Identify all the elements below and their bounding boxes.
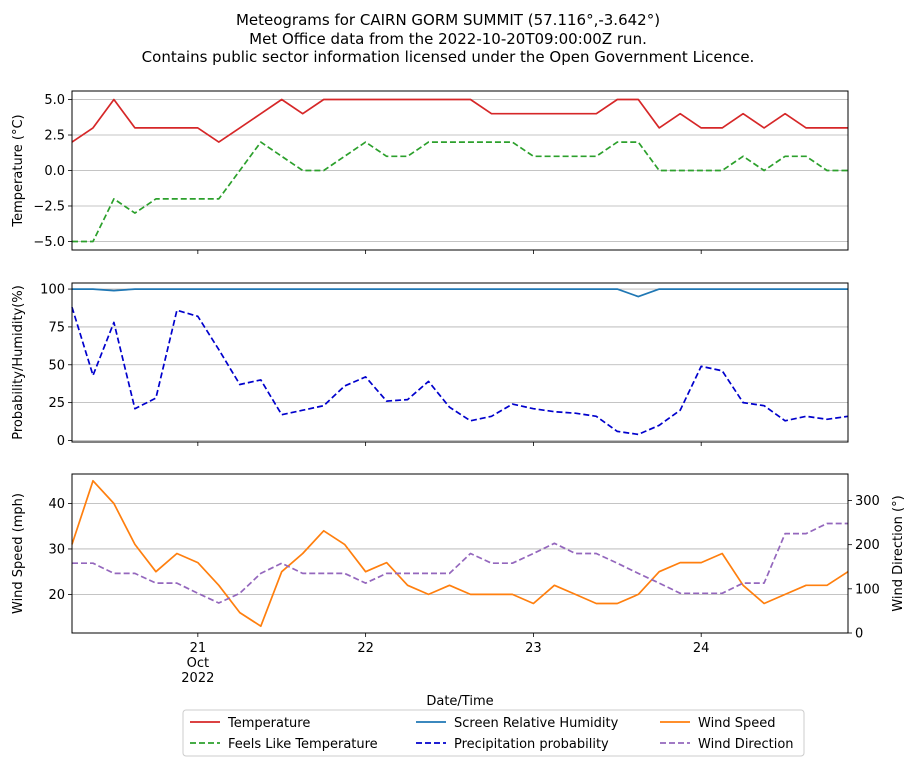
- series-line-precipitation-probability: [71, 306, 849, 436]
- y-tick-label: −2.5: [33, 199, 65, 214]
- title-line-1: Meteograms for CAIRN GORM SUMMIT (57.116…: [236, 11, 660, 29]
- y-right-tick-label: 0: [855, 627, 863, 642]
- panels-group: −5.0 −2.5 0.0 2.5 5.0 Temperature (°C) 0 25 50 75…: [11, 90, 906, 686]
- y-axis-label: Temperature (°C): [11, 114, 26, 227]
- y-tick-label: 0.0: [44, 164, 65, 179]
- axes-frame: [71, 282, 849, 443]
- y-tick-label: 5.0: [44, 93, 65, 108]
- legend-entry-label: Wind Direction: [698, 737, 794, 752]
- y-tick-label: 20: [48, 588, 65, 603]
- x-tick-label: 23: [525, 641, 542, 656]
- legend-entry-label: Wind Speed: [698, 716, 776, 731]
- legend-entry-label: Precipitation probability: [454, 737, 609, 752]
- y-tick-label: 40: [48, 497, 65, 512]
- panel-1: −5.0 −2.5 0.0 2.5 5.0 Temperature (°C): [11, 90, 849, 254]
- y-right-axis-label: Wind Direction (°): [891, 495, 906, 611]
- y-axis-label: Wind Speed (mph): [11, 493, 26, 614]
- series-line-wind-direction: [72, 522, 848, 604]
- y-tick-label: 25: [48, 396, 65, 411]
- legend-entry-label: Temperature: [227, 716, 310, 731]
- y-tick-label: 2.5: [44, 129, 65, 144]
- x-tick-label: 24: [693, 641, 710, 656]
- legend-frame: [182, 709, 805, 757]
- y-right-tick-label: 100: [855, 582, 880, 597]
- legend-entry-label: Feels Like Temperature: [228, 737, 378, 752]
- x-axis-label: Date/Time: [426, 694, 493, 709]
- series-line-wind-speed: [71, 479, 849, 628]
- panel-3: 20 30 40 0 100 200 300 Wind Direction (°) Wind S…: [11, 473, 906, 642]
- y-tick-label: 0: [57, 434, 65, 449]
- panel-2: 0 25 50 75 100 Probability/Humidity(%): [11, 282, 849, 449]
- x-tick-label: 22: [357, 641, 374, 656]
- series-line-feels-like-temperature: [72, 141, 848, 243]
- series-line-temperature: [71, 98, 848, 143]
- x-tick-label: Oct: [187, 656, 209, 671]
- y-tick-label: 30: [48, 542, 65, 557]
- axes-frame: [71, 90, 849, 251]
- y-right-tick-label: 300: [855, 494, 880, 509]
- y-tick-label: 75: [48, 320, 65, 335]
- y-right-tick-label: 200: [855, 538, 880, 553]
- series-line-screen-relative-humidity: [72, 288, 848, 298]
- y-tick-label: −5.0: [33, 235, 65, 250]
- axes-frame: [71, 473, 849, 634]
- y-axis-label: Probability/Humidity(%): [11, 285, 26, 440]
- legend-entry-label: Screen Relative Humidity: [454, 716, 619, 731]
- x-tick-label: 21: [190, 641, 207, 656]
- x-tick-label: 2022: [181, 671, 214, 686]
- title-line-3: Contains public sector information licen…: [142, 48, 755, 66]
- title-line-2: Met Office data from the 2022-10-20T09:0…: [249, 30, 647, 48]
- y-tick-label: 100: [40, 283, 65, 298]
- legend: Temperature Feels Like Temperature Screen …: [182, 709, 805, 757]
- y-tick-label: 50: [48, 358, 65, 373]
